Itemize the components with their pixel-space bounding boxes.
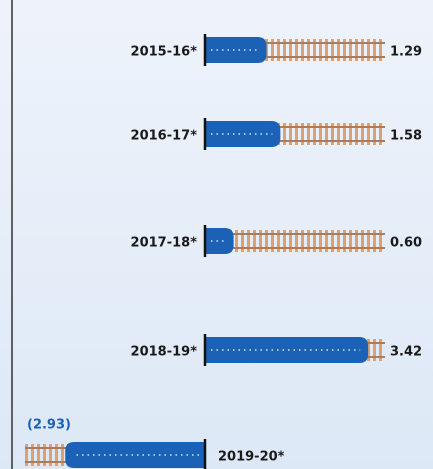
track: [205, 230, 385, 252]
category-label: 2015-16*: [131, 45, 198, 60]
category-label: 2017-18*: [131, 236, 198, 251]
value-label: 0.60: [390, 236, 422, 251]
bar: [205, 228, 234, 254]
category-label: 2018-19*: [131, 345, 198, 360]
bar: [65, 442, 205, 468]
value-label: 3.42: [390, 345, 422, 360]
track-ties: [205, 230, 385, 252]
bar: [205, 37, 267, 63]
value-label: (2.93): [27, 418, 71, 433]
category-label: 2016-17*: [131, 129, 198, 144]
category-label: 2019-20*: [218, 450, 285, 465]
value-label: 1.29: [390, 45, 422, 60]
bar: [205, 337, 369, 363]
bar: [205, 121, 281, 147]
value-label: 1.58: [390, 129, 422, 144]
